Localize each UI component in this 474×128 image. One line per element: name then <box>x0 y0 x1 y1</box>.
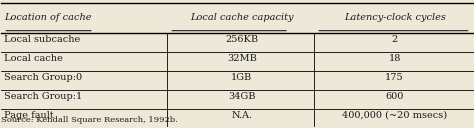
Text: Latency-clock cycles: Latency-clock cycles <box>344 13 446 22</box>
Text: Local subcache: Local subcache <box>4 35 81 44</box>
Text: 600: 600 <box>385 92 404 101</box>
Text: Search Group:0: Search Group:0 <box>4 73 82 82</box>
Text: 400,000 (~20 msecs): 400,000 (~20 msecs) <box>342 111 447 120</box>
Text: Search Group:1: Search Group:1 <box>4 92 82 101</box>
Text: Location of cache: Location of cache <box>4 13 92 22</box>
Text: Page fault: Page fault <box>4 111 54 120</box>
Text: 2: 2 <box>392 35 398 44</box>
Text: Local cache: Local cache <box>4 54 63 63</box>
Text: 32MB: 32MB <box>227 54 257 63</box>
Text: 256KB: 256KB <box>225 35 258 44</box>
Text: Local cache capacity: Local cache capacity <box>190 13 293 22</box>
Text: 18: 18 <box>388 54 401 63</box>
Text: Source: Kendall Square Research, 1992b.: Source: Kendall Square Research, 1992b. <box>1 116 178 124</box>
Text: 1GB: 1GB <box>231 73 252 82</box>
Text: 175: 175 <box>385 73 404 82</box>
Text: 34GB: 34GB <box>228 92 255 101</box>
Text: N.A.: N.A. <box>231 111 252 120</box>
